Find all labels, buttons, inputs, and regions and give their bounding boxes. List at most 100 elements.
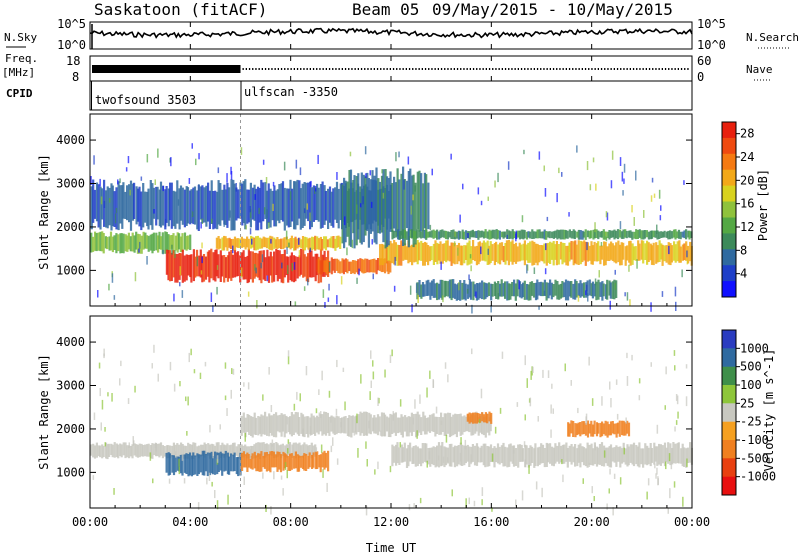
velocity-speckle — [623, 447, 625, 455]
nave-dot — [383, 68, 385, 70]
velocity-speckle — [93, 412, 96, 420]
power-cell — [199, 186, 202, 220]
velocity-cell — [305, 444, 308, 456]
power-cell — [302, 249, 305, 278]
velocity-speckle — [247, 382, 250, 390]
velocity-cell — [420, 417, 423, 435]
velocity-speckle — [491, 507, 493, 512]
nave-dot — [255, 68, 257, 70]
power-cell — [548, 231, 551, 239]
power-cell — [497, 230, 500, 239]
power-cell — [590, 230, 593, 239]
power-cell — [240, 236, 243, 248]
velocity-speckle — [480, 388, 483, 399]
velocity-cell — [178, 444, 181, 457]
power-speckle — [173, 293, 175, 302]
power-speckle — [668, 245, 670, 255]
power-cell — [317, 187, 320, 222]
power-cell — [679, 231, 682, 240]
power-cell — [230, 250, 233, 281]
power-cell — [661, 231, 665, 238]
velocity-cell — [382, 412, 385, 437]
power-cell — [674, 229, 677, 240]
power-cell — [586, 280, 589, 297]
power-cell — [151, 183, 154, 230]
nave-dot — [306, 68, 308, 70]
power-speckle — [127, 156, 130, 164]
velocity-cell — [254, 417, 258, 435]
power-cell — [142, 231, 145, 250]
nave-dot — [604, 68, 606, 70]
velocity-cell — [595, 422, 599, 437]
power-cell — [416, 229, 419, 239]
power-cell — [258, 188, 261, 223]
velocity-cell — [319, 454, 322, 473]
power-cell — [330, 257, 333, 275]
power-cell — [643, 230, 646, 239]
velocity-cell — [629, 444, 632, 463]
time-x-ticks: 00:00 04:00 08:00 12:00 16:00 20:00 00:00 — [72, 22, 710, 529]
velocity-cell — [285, 454, 288, 467]
power-cell — [505, 240, 508, 261]
power-cell — [299, 188, 302, 230]
power-cell — [337, 259, 340, 274]
power-cell — [500, 279, 503, 297]
velocity-speckle — [181, 454, 184, 461]
power-cell — [106, 186, 109, 229]
power-speckle — [561, 172, 563, 177]
power-cell — [159, 236, 163, 250]
velocity-cell — [144, 444, 147, 457]
velocity-speckle — [426, 387, 428, 398]
velocity-speckle — [399, 399, 402, 407]
power-cell — [165, 249, 168, 275]
velocity-speckle — [655, 473, 657, 479]
power-cell — [499, 242, 502, 265]
velocity-cell — [187, 442, 190, 459]
power-cell — [233, 183, 236, 231]
velocity-speckle — [243, 476, 245, 485]
power-cell — [689, 241, 692, 262]
power-cell — [574, 240, 577, 264]
power-cell — [269, 251, 272, 276]
nave-label: Nave — [746, 63, 773, 76]
power-cell — [468, 240, 471, 265]
power-cell — [418, 280, 421, 298]
power-cell — [497, 281, 500, 300]
power-speckle — [468, 274, 470, 280]
velocity-speckle — [625, 417, 627, 424]
nave-dot — [338, 68, 340, 70]
power-speckle — [349, 151, 352, 157]
power-cell — [99, 186, 102, 230]
velocity-cell — [627, 422, 631, 437]
velocity-cell — [437, 442, 441, 468]
power-speckle — [395, 152, 397, 162]
velocity-speckle — [664, 405, 666, 410]
power-cell — [276, 250, 279, 282]
power-cell — [509, 241, 512, 262]
power-cell — [157, 235, 160, 253]
power-cell — [328, 238, 331, 248]
power-cell — [314, 253, 317, 282]
velocity-cell — [649, 443, 652, 467]
power-cell — [235, 252, 238, 277]
power-cell — [341, 184, 344, 244]
velocity-cell — [194, 442, 197, 458]
velocity-speckle — [280, 475, 283, 480]
power-cell — [507, 240, 510, 266]
velocity-cell — [138, 443, 141, 458]
velocity-cell — [215, 442, 218, 456]
power-cell — [119, 185, 122, 224]
power-cell — [559, 283, 562, 299]
power-cell — [504, 281, 507, 299]
velocity-speckle — [230, 389, 232, 399]
velocity-cell — [174, 444, 177, 456]
velocity-cell — [278, 414, 281, 433]
power-cell — [294, 256, 297, 282]
velocity-cell — [226, 443, 229, 458]
velocity-speckle — [521, 490, 524, 501]
velocity-speckle — [216, 455, 219, 463]
power-cell — [428, 231, 431, 238]
power-cell — [201, 185, 204, 224]
power-cell — [430, 246, 433, 261]
power-cell — [588, 245, 591, 261]
